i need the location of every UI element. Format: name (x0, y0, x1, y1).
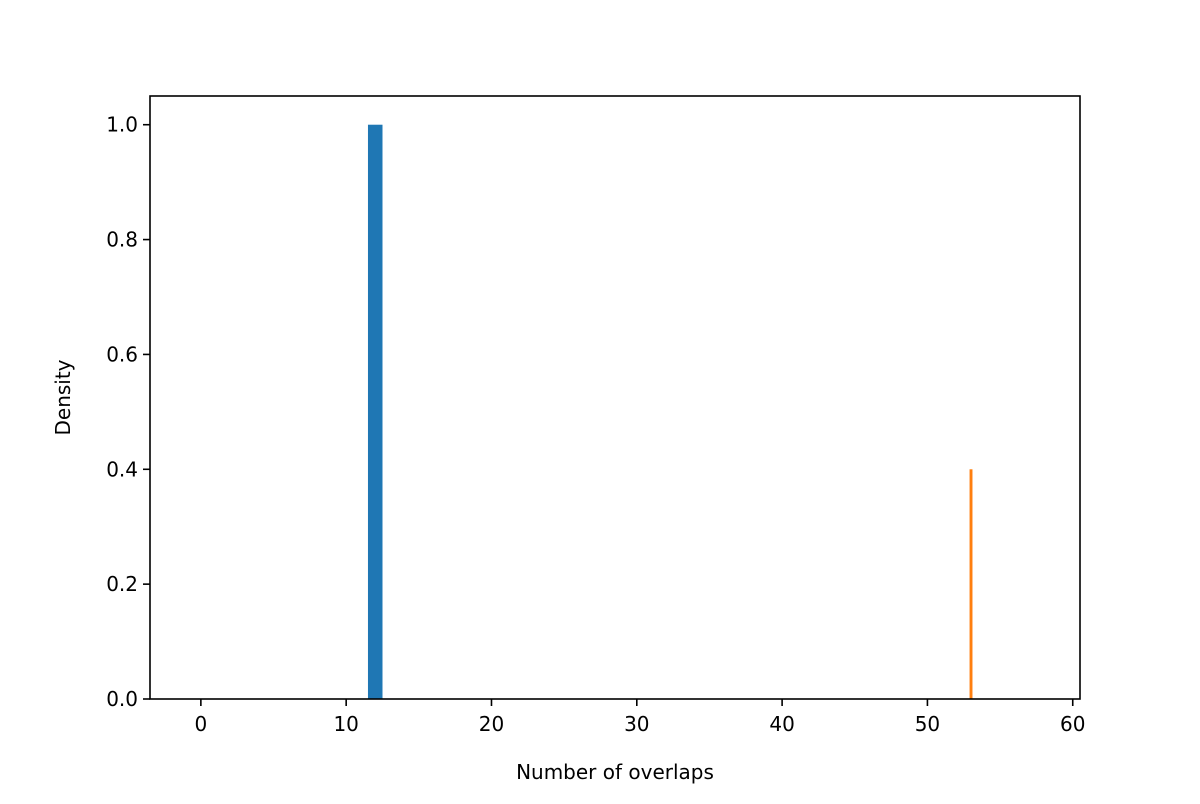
y-tick-label: 1.0 (106, 113, 138, 137)
bars-layer (367, 124, 973, 699)
y-tick-label: 0.2 (106, 572, 138, 596)
y-axis: 0.0 0.2 0.4 0.6 0.8 1.0 (106, 113, 150, 711)
plot-frame (149, 95, 1081, 700)
bar-series-0-0 (367, 124, 383, 699)
x-tick-label: 50 (915, 712, 940, 736)
bar-series-1-0 (969, 469, 973, 699)
y-axis-label: Density (51, 359, 75, 435)
x-tick-label: 10 (333, 712, 358, 736)
y-tick-label: 0.6 (106, 342, 138, 366)
x-tick-label: 60 (1060, 712, 1085, 736)
y-tick-label: 0.0 (106, 687, 138, 711)
x-axis-label: Number of overlaps (516, 760, 714, 784)
y-tick-label: 0.4 (106, 457, 138, 481)
x-tick-label: 30 (624, 712, 649, 736)
x-axis: 0 10 20 30 40 50 60 (194, 699, 1085, 736)
x-tick-label: 0 (194, 712, 207, 736)
y-tick-label: 0.8 (106, 228, 138, 252)
x-tick-label: 40 (769, 712, 794, 736)
x-tick-label: 20 (479, 712, 504, 736)
